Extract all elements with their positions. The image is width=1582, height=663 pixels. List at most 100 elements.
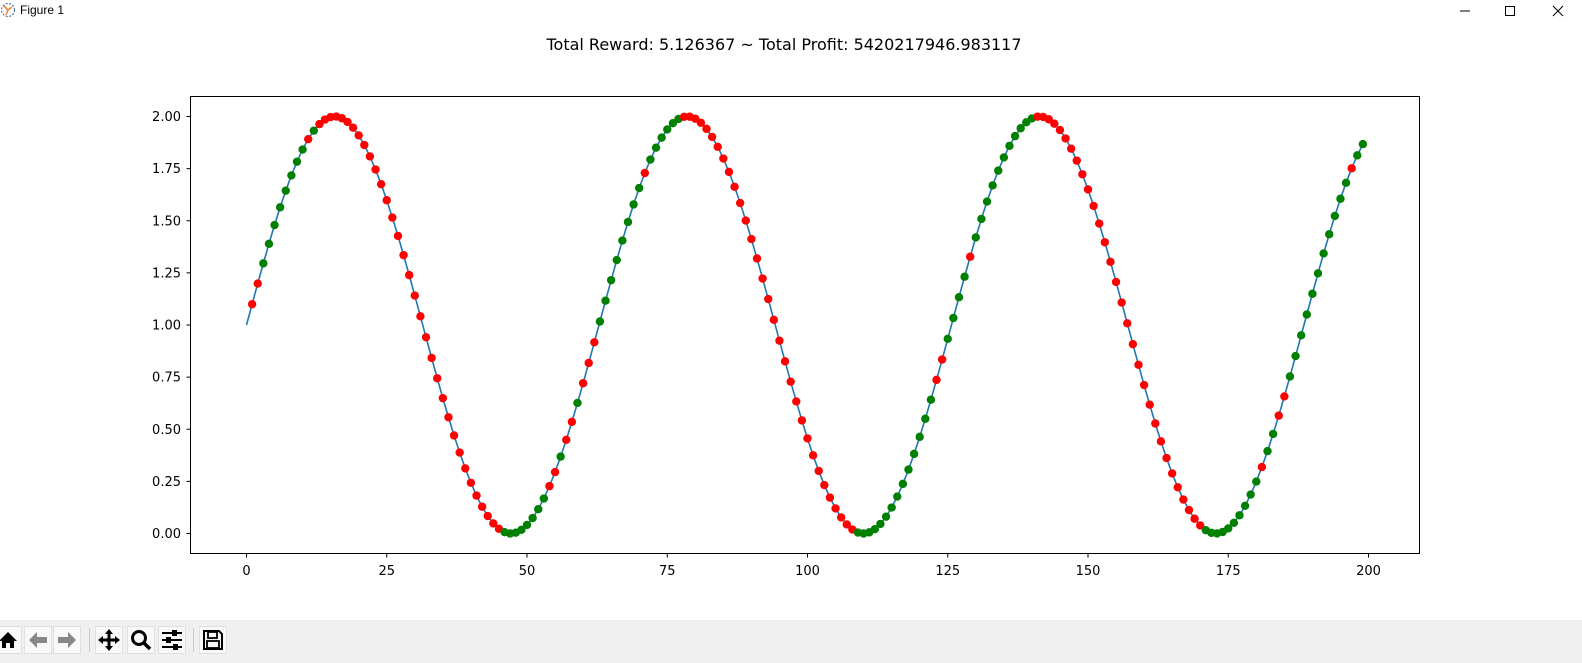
buy-marker bbox=[1353, 151, 1362, 160]
buy-marker bbox=[281, 186, 290, 195]
sell-marker bbox=[730, 182, 739, 191]
buy-marker bbox=[517, 525, 526, 535]
action-markers bbox=[247, 112, 1368, 538]
buy-marker bbox=[915, 432, 924, 442]
home-icon bbox=[0, 632, 17, 648]
sell-marker bbox=[444, 413, 453, 422]
x-tick-label: 75 bbox=[659, 564, 676, 579]
floppy-disk-icon bbox=[203, 630, 223, 650]
buy-marker bbox=[1240, 501, 1250, 511]
buy-marker bbox=[982, 197, 992, 206]
sell-marker bbox=[1173, 483, 1182, 492]
window-title: Figure 1 bbox=[20, 3, 65, 17]
buy-marker bbox=[522, 520, 532, 530]
maximize-button[interactable] bbox=[1487, 0, 1533, 22]
sell-marker bbox=[820, 480, 829, 490]
buy-marker bbox=[309, 126, 319, 135]
sell-marker bbox=[410, 291, 419, 300]
sell-marker bbox=[1190, 514, 1199, 523]
move-icon bbox=[98, 629, 120, 651]
buy-marker bbox=[971, 233, 980, 242]
x-tick-label: 100 bbox=[795, 564, 820, 579]
sell-marker bbox=[842, 520, 851, 529]
sell-marker bbox=[461, 464, 470, 473]
buy-marker bbox=[1358, 139, 1368, 149]
sell-marker bbox=[1128, 339, 1138, 349]
buy-marker bbox=[887, 503, 896, 512]
arrow-right-icon bbox=[58, 632, 76, 648]
buy-marker bbox=[651, 143, 661, 152]
buy-marker bbox=[1296, 331, 1306, 340]
buy-marker bbox=[904, 465, 913, 474]
sell-marker bbox=[315, 119, 324, 129]
sell-marker bbox=[1196, 521, 1205, 530]
sell-marker bbox=[1066, 144, 1076, 153]
sell-marker bbox=[707, 132, 717, 142]
sell-marker bbox=[735, 198, 745, 208]
buy-marker bbox=[943, 334, 952, 344]
forward-button[interactable] bbox=[53, 626, 81, 654]
save-button[interactable] bbox=[199, 626, 227, 654]
buy-marker bbox=[876, 519, 885, 529]
sell-marker bbox=[1061, 134, 1070, 143]
y-tick-label: 0.50 bbox=[152, 423, 181, 438]
buy-marker bbox=[657, 133, 666, 142]
back-button[interactable] bbox=[24, 626, 52, 654]
sell-marker bbox=[399, 250, 408, 260]
home-button[interactable] bbox=[0, 626, 22, 654]
buy-marker bbox=[270, 220, 279, 230]
close-icon bbox=[1552, 5, 1564, 17]
sell-marker bbox=[1139, 380, 1149, 390]
sell-marker bbox=[477, 502, 487, 511]
buy-marker bbox=[534, 505, 543, 514]
buy-marker bbox=[909, 449, 919, 459]
plot-frame bbox=[190, 96, 1420, 554]
sell-marker bbox=[1123, 319, 1132, 328]
sell-marker bbox=[775, 336, 784, 345]
buy-marker bbox=[573, 398, 582, 408]
configure-subplots-button[interactable] bbox=[158, 626, 186, 654]
buy-marker bbox=[988, 181, 997, 190]
x-tick-label: 175 bbox=[1216, 564, 1241, 579]
sell-marker bbox=[702, 124, 711, 134]
buy-marker bbox=[612, 255, 621, 265]
sell-marker bbox=[489, 519, 498, 528]
buy-marker bbox=[1319, 249, 1328, 258]
y-tick-label: 0.75 bbox=[152, 371, 181, 386]
sell-marker bbox=[1179, 495, 1188, 504]
buy-marker bbox=[1246, 490, 1255, 499]
sell-marker bbox=[545, 481, 554, 491]
minimize-icon bbox=[1460, 10, 1470, 12]
sell-marker bbox=[253, 279, 262, 288]
sell-marker bbox=[438, 393, 448, 403]
y-tick-label: 1.00 bbox=[152, 319, 181, 334]
sell-marker bbox=[769, 315, 779, 325]
sell-marker bbox=[427, 353, 436, 363]
pan-button[interactable] bbox=[95, 626, 123, 654]
sell-marker bbox=[416, 312, 425, 321]
sell-marker bbox=[780, 357, 790, 366]
x-tick-label: 0 bbox=[242, 564, 250, 579]
sell-marker bbox=[562, 435, 571, 445]
sell-marker bbox=[1347, 164, 1356, 173]
sell-marker bbox=[792, 397, 801, 406]
buy-marker bbox=[618, 236, 627, 245]
arrow-left-icon bbox=[29, 632, 47, 648]
zoom-button[interactable] bbox=[127, 626, 155, 654]
close-button[interactable] bbox=[1535, 0, 1581, 22]
sell-marker bbox=[937, 355, 947, 364]
sell-marker bbox=[741, 216, 750, 225]
buy-marker bbox=[1005, 141, 1014, 151]
y-tick-label: 1.25 bbox=[152, 266, 181, 281]
x-tick-label: 125 bbox=[935, 564, 960, 579]
buy-marker bbox=[623, 217, 633, 227]
sell-marker bbox=[1100, 238, 1110, 247]
price-line bbox=[245, 115, 1364, 535]
sell-marker bbox=[382, 196, 391, 205]
maximize-icon bbox=[1505, 6, 1515, 16]
sliders-icon bbox=[162, 630, 182, 650]
navigation-toolbar bbox=[0, 620, 1582, 663]
sell-marker bbox=[343, 117, 352, 127]
minimize-button[interactable] bbox=[1442, 0, 1488, 22]
sell-marker bbox=[764, 294, 773, 304]
